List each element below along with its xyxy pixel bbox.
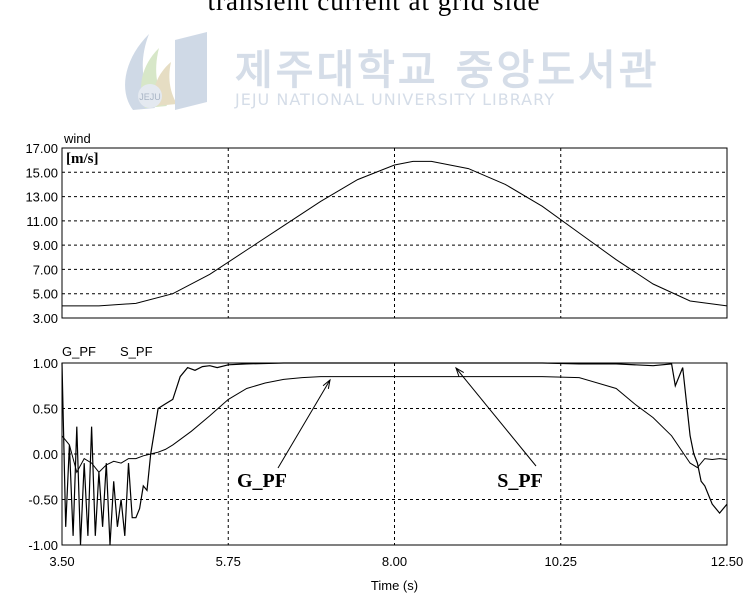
wind-y-tick-11-00: 11.00 [26, 214, 58, 229]
pf-panel: 1.00 0.50 0.00 -0.50 -1.00 3.50 5.75 8.00 10.25… [28, 344, 743, 593]
x-tick-8-00: 8.00 [382, 554, 407, 569]
pf-annotations: G_PF S_PF [237, 366, 543, 492]
library-logo-icon: JEJU [125, 32, 207, 110]
wind-y-tick-15-00: 15.00 [25, 165, 58, 180]
pf-grid [62, 363, 727, 545]
watermark: JEJU 제주대학교 중앙도서관 JEJU NATIONAL UNIVERSIT… [115, 30, 656, 112]
wind-y-tick-3-00: 3.00 [33, 311, 58, 326]
svg-text:JEJU: JEJU [139, 92, 161, 102]
wind-series-line [62, 160, 728, 307]
x-tick-12-50: 12.50 [711, 554, 744, 569]
wind-grid [62, 148, 727, 318]
annotation-arrow-g-pf [277, 379, 331, 469]
pf-legend: G_PF S_PF [62, 344, 153, 359]
wind-legend: wind [63, 131, 91, 146]
wind-y-tick-17-00: 17.00 [25, 141, 58, 156]
annotation-arrow-s-pf [455, 367, 537, 467]
s-pf-series-line [61, 362, 728, 546]
wind-y-tick-5-00: 5.00 [33, 287, 58, 302]
pf-y-tick-0-50: -0.50 [28, 493, 58, 508]
annotation-label-s-pf: S_PF [497, 470, 543, 492]
pf-y-ticks: 1.00 0.50 0.00 -0.50 -1.00 [28, 356, 58, 553]
wind-unit-label: [m/s] [66, 151, 99, 167]
pf-x-ticks: 3.50 5.75 8.00 10.25 12.50 [49, 554, 743, 569]
x-tick-3-50: 3.50 [49, 554, 74, 569]
g-pf-series-line [61, 376, 728, 474]
wind-y-tick-9-00: 9.00 [33, 238, 58, 253]
legend-g-pf: G_PF [62, 344, 96, 359]
wind-plot-frame [61, 147, 728, 319]
watermark-subtitle: JEJU NATIONAL UNIVERSITY LIBRARY [235, 90, 555, 109]
pf-y-tick-1-00: 1.00 [33, 356, 58, 371]
wind-y-ticks: 17.00 15.00 13.00 11.00 9.00 7.00 5.00 3.00 [25, 141, 58, 326]
x-tick-10-25: 10.25 [544, 554, 577, 569]
pf-y-tick-0-50: 0.50 [33, 402, 58, 417]
watermark-title: 제주대학교 중앙도서관 [235, 46, 660, 94]
wind-panel: 17.00 15.00 13.00 11.00 9.00 7.00 5.00 3.00 win… [25, 131, 728, 326]
x-tick-5-75: 5.75 [216, 554, 241, 569]
annotation-arrowhead-g-pf [322, 378, 331, 389]
wind-y-tick-13-00: 13.00 [25, 190, 58, 205]
wind-y-tick-7-00: 7.00 [33, 262, 58, 277]
pf-y-tick-0-00: 0.00 [33, 447, 58, 462]
legend-s-pf: S_PF [120, 344, 153, 359]
x-axis-label: Time (s) [371, 578, 418, 593]
page-title: transient current at grid side [207, 0, 541, 16]
annotation-arrowhead-s-pf [455, 366, 464, 377]
annotation-label-g-pf: G_PF [237, 470, 287, 492]
pf-y-tick-1-00: -1.00 [28, 538, 58, 553]
